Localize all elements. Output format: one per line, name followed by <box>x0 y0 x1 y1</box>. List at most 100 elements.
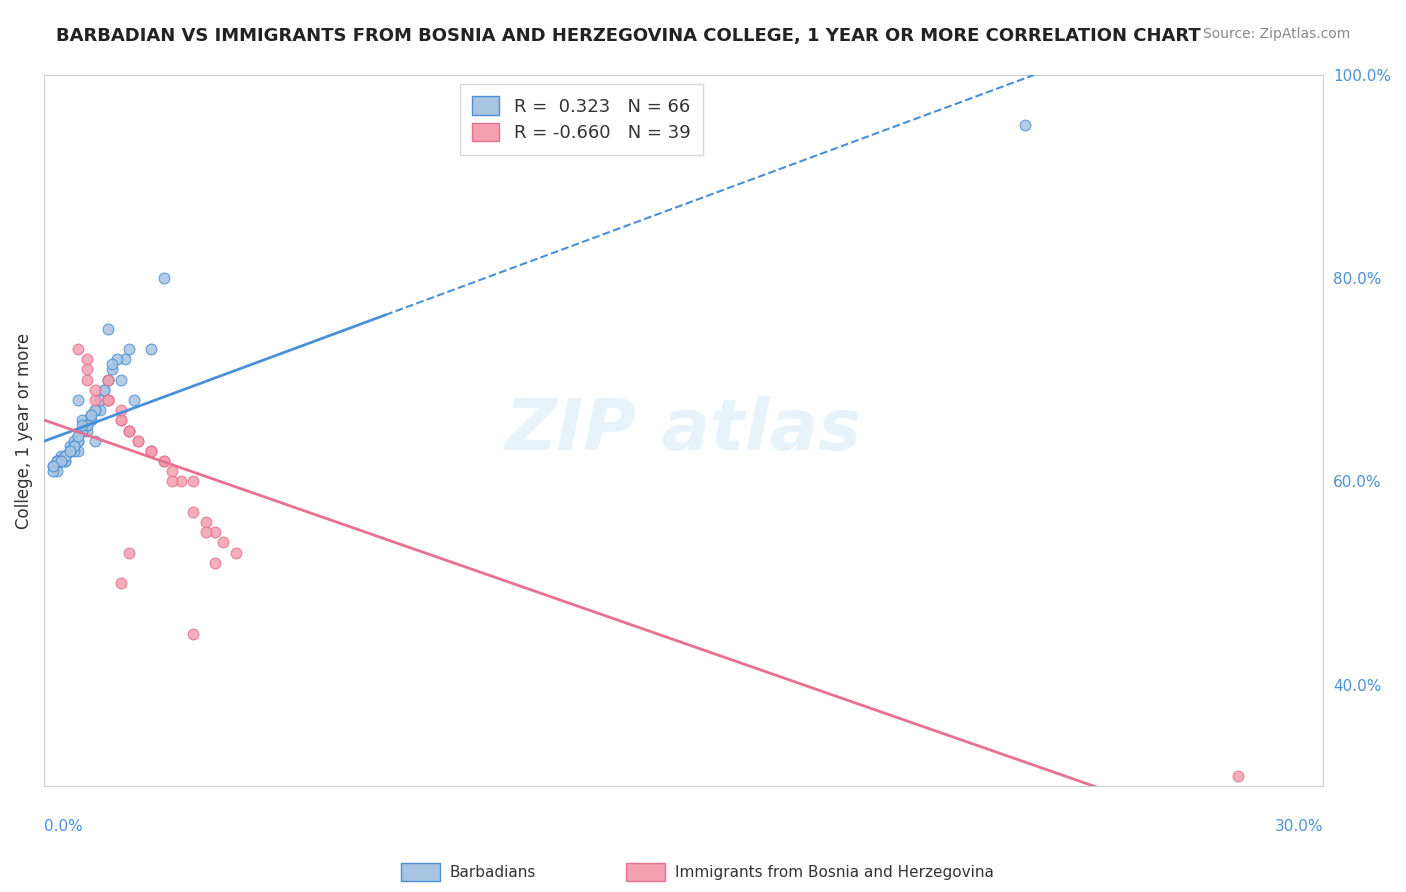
Point <box>97 392 120 407</box>
Point <box>63 443 86 458</box>
Point <box>84 383 107 397</box>
Text: 0.0%: 0.0% <box>44 819 83 833</box>
Point <box>51 454 73 468</box>
Point <box>105 352 128 367</box>
Point <box>169 475 191 489</box>
Point <box>114 352 136 367</box>
Point <box>118 424 141 438</box>
Point <box>93 383 115 397</box>
Point <box>51 454 73 468</box>
Point <box>67 392 90 407</box>
Point <box>41 459 63 474</box>
Point <box>89 403 111 417</box>
Point <box>118 424 141 438</box>
Point <box>118 342 141 356</box>
Point <box>225 545 247 559</box>
Point <box>76 418 98 433</box>
Point <box>195 515 218 529</box>
Point <box>160 475 183 489</box>
Point <box>110 403 132 417</box>
Point <box>76 352 98 367</box>
Point <box>204 556 226 570</box>
Point <box>80 413 103 427</box>
Point <box>51 449 73 463</box>
Point <box>59 439 82 453</box>
Point <box>59 443 82 458</box>
Point <box>139 443 162 458</box>
Text: BARBADIAN VS IMMIGRANTS FROM BOSNIA AND HERZEGOVINA COLLEGE, 1 YEAR OR MORE CORR: BARBADIAN VS IMMIGRANTS FROM BOSNIA AND … <box>56 27 1201 45</box>
Point <box>110 413 132 427</box>
Point <box>76 362 98 376</box>
Point <box>84 392 107 407</box>
Point <box>63 439 86 453</box>
Point <box>127 434 149 448</box>
Point <box>97 392 120 407</box>
Point <box>127 434 149 448</box>
Point <box>204 525 226 540</box>
Point <box>183 505 205 519</box>
Text: ZIP atlas: ZIP atlas <box>505 396 862 465</box>
Point <box>67 428 90 442</box>
Point <box>110 576 132 591</box>
Point <box>1227 769 1250 783</box>
Point <box>84 403 107 417</box>
Point <box>45 454 67 468</box>
Point <box>97 373 120 387</box>
Point <box>63 439 86 453</box>
Point <box>63 439 86 453</box>
Point <box>122 392 145 407</box>
Point <box>76 418 98 433</box>
Point <box>72 424 94 438</box>
Point <box>55 454 77 468</box>
Point <box>72 413 94 427</box>
Text: 30.0%: 30.0% <box>1275 819 1323 833</box>
Point <box>97 392 120 407</box>
Text: Barbadians: Barbadians <box>450 865 536 880</box>
Point <box>59 443 82 458</box>
Point <box>1014 119 1036 133</box>
Point <box>84 403 107 417</box>
Point <box>93 383 115 397</box>
Point <box>76 373 98 387</box>
Point <box>45 454 67 468</box>
Point <box>89 392 111 407</box>
Point <box>67 428 90 442</box>
Point <box>97 322 120 336</box>
Point <box>97 373 120 387</box>
Point <box>55 449 77 463</box>
Point <box>67 434 90 448</box>
Point <box>76 424 98 438</box>
Point <box>97 373 120 387</box>
Point <box>183 475 205 489</box>
Point <box>59 443 82 458</box>
Point <box>59 443 82 458</box>
Point <box>55 449 77 463</box>
Point <box>67 443 90 458</box>
Point <box>45 454 67 468</box>
Point <box>59 443 82 458</box>
Point <box>118 545 141 559</box>
Point <box>80 409 103 423</box>
Point <box>51 454 73 468</box>
Point <box>101 358 124 372</box>
Legend: R =  0.323   N = 66, R = -0.660   N = 39: R = 0.323 N = 66, R = -0.660 N = 39 <box>460 84 703 154</box>
Point <box>84 434 107 448</box>
Point <box>55 449 77 463</box>
Point <box>195 525 218 540</box>
Point <box>97 392 120 407</box>
Point <box>110 373 132 387</box>
Point <box>45 464 67 478</box>
Point <box>80 409 103 423</box>
Point <box>212 535 235 549</box>
Point <box>139 443 162 458</box>
Point <box>45 454 67 468</box>
Point <box>139 342 162 356</box>
Point <box>55 454 77 468</box>
Point <box>183 627 205 641</box>
Point <box>152 454 174 468</box>
Point <box>152 454 174 468</box>
Point <box>139 443 162 458</box>
Point <box>41 464 63 478</box>
Point <box>63 434 86 448</box>
Point <box>67 434 90 448</box>
